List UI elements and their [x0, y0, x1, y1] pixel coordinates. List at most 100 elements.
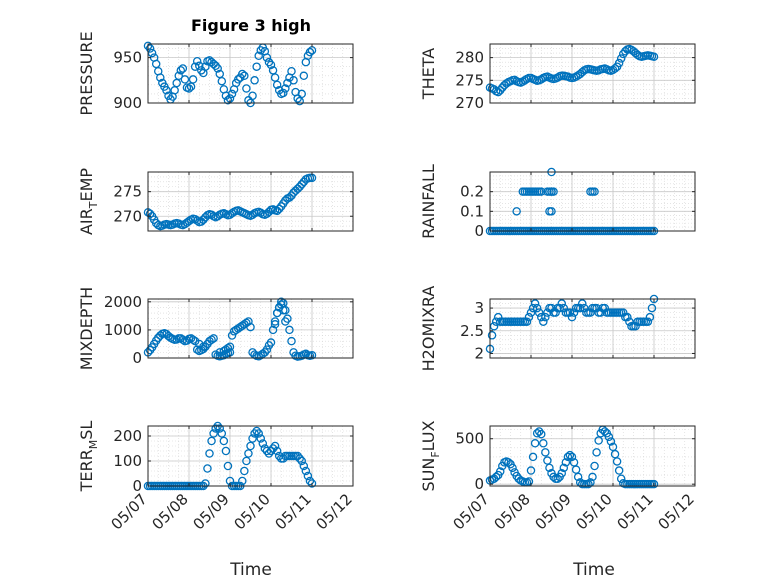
data-point [508, 463, 517, 473]
y-tick-label: 0 [474, 475, 484, 493]
data-point [557, 299, 567, 308]
y-tick-label: 100 [113, 452, 142, 470]
data-point [176, 66, 186, 75]
data-point [156, 331, 165, 340]
data-point [227, 89, 237, 99]
data-point [530, 439, 540, 448]
data-point [590, 187, 599, 196]
data-point [524, 312, 534, 322]
data-point [270, 441, 280, 451]
plot-area [490, 172, 695, 231]
data-point [205, 449, 214, 458]
data-point [524, 477, 534, 486]
data-point [145, 44, 155, 53]
axes-box [147, 43, 354, 104]
y-tick-label: 2.5 [460, 322, 484, 340]
data-point [567, 452, 577, 462]
data-point [604, 432, 614, 442]
data-point [207, 436, 216, 446]
y-axis-label: SUNFLUX [419, 420, 442, 491]
data-point [188, 75, 198, 84]
data-point [287, 336, 296, 346]
data-point [614, 58, 624, 68]
data-point [188, 335, 198, 344]
data-point [616, 474, 626, 483]
figure-title: Figure 3 high [191, 16, 311, 35]
data-point [209, 429, 218, 438]
data-point [238, 476, 247, 486]
axes-box [489, 43, 696, 104]
data-point [244, 317, 253, 326]
data-point [590, 461, 599, 471]
y-tick-label: 275 [113, 183, 142, 201]
y-tick-label: 950 [113, 49, 142, 67]
data-point [289, 76, 298, 85]
data-point [297, 180, 306, 189]
data-point [539, 317, 548, 326]
data-point [584, 479, 593, 489]
data-point [563, 452, 573, 462]
data-point [645, 312, 655, 322]
data-point [526, 308, 536, 317]
data-point [575, 303, 585, 313]
y-axis-label: THETA [419, 48, 438, 100]
data-point [178, 64, 188, 73]
axes-box [489, 298, 696, 359]
data-point [248, 434, 257, 443]
data-point [578, 299, 587, 308]
data-point [246, 322, 255, 332]
data-point [555, 303, 564, 313]
y-tick-label: 275 [455, 71, 484, 89]
y-tick-label: 0.2 [460, 183, 484, 201]
data-point [600, 427, 610, 436]
data-point [213, 64, 222, 73]
y-tick-label: 900 [113, 94, 142, 112]
data-point [305, 476, 315, 486]
data-point [565, 308, 575, 317]
x-axis-label-left: Time [229, 560, 272, 580]
data-point [559, 463, 569, 473]
data-point [256, 208, 265, 218]
data-point [221, 446, 231, 456]
data-point [207, 210, 216, 220]
data-point [621, 47, 630, 56]
data-point [248, 91, 257, 100]
data-point [633, 50, 642, 60]
data-point [207, 335, 216, 344]
y-tick-label: 0 [132, 477, 142, 495]
data-point [285, 193, 294, 202]
data-point [156, 73, 165, 82]
y-axis-label: RAINFALL [419, 164, 438, 239]
data-point [532, 303, 542, 313]
subplot-6: 2 2.5 3 H2OMIXRA [419, 286, 696, 371]
data-point [545, 463, 554, 473]
data-point [272, 80, 282, 90]
data-point [252, 426, 261, 436]
data-point [192, 216, 202, 225]
data-point [262, 345, 272, 354]
subplot-2: 270 275 280 THETA [419, 43, 696, 112]
data-point [219, 436, 229, 446]
data-point [512, 207, 521, 216]
data-point [299, 71, 309, 81]
data-point [272, 446, 282, 456]
data-point [612, 457, 622, 466]
data-point [537, 312, 546, 322]
y-tick-label: 2000 [104, 293, 142, 311]
data-point [285, 325, 294, 335]
subplot-5: 0 1000 2000 MIXDEPTH [77, 287, 354, 370]
data-point [266, 60, 276, 70]
data-point [184, 84, 194, 93]
data-point [266, 338, 276, 347]
y-tick-label: 280 [455, 49, 484, 67]
data-point [643, 317, 653, 326]
data-point [537, 429, 546, 439]
data-point [145, 209, 155, 219]
y-tick-label: 0 [132, 349, 142, 367]
data-point [252, 62, 261, 71]
y-axis-label: AIRTEMP [77, 168, 100, 235]
data-point [270, 317, 280, 326]
y-tick-label: 3 [474, 299, 484, 317]
data-point [199, 342, 208, 352]
data-point [244, 449, 253, 458]
